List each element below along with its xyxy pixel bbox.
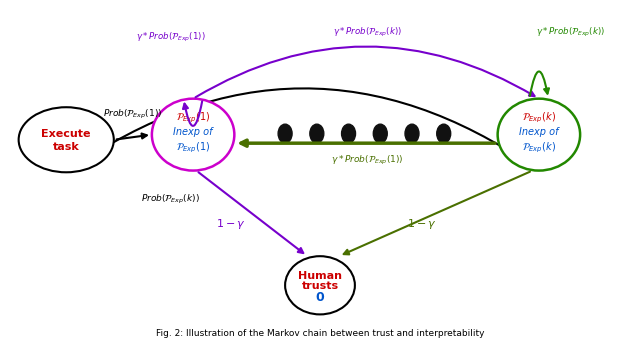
- Ellipse shape: [285, 256, 355, 314]
- Ellipse shape: [152, 99, 234, 171]
- Text: Inexp of: Inexp of: [519, 127, 559, 137]
- Ellipse shape: [278, 124, 292, 143]
- Text: Execute: Execute: [42, 129, 91, 139]
- Text: $\mathcal{P}_{Exp}(k)$: $\mathcal{P}_{Exp}(k)$: [522, 111, 556, 125]
- Text: $\mathcal{P}_{Exp}(k)$: $\mathcal{P}_{Exp}(k)$: [522, 141, 556, 155]
- Text: $\gamma * Prob(\mathcal{P}_{Exp}(k))$: $\gamma * Prob(\mathcal{P}_{Exp}(k))$: [333, 26, 402, 39]
- Ellipse shape: [436, 124, 451, 143]
- Text: Fig. 2: Illustration of the Markov chain between trust and interpretability: Fig. 2: Illustration of the Markov chain…: [156, 329, 484, 338]
- Text: 0: 0: [316, 292, 324, 304]
- Ellipse shape: [498, 99, 580, 171]
- Text: $Prob(\mathcal{P}_{Exp}(k))$: $Prob(\mathcal{P}_{Exp}(k))$: [141, 193, 200, 206]
- Text: Human: Human: [298, 271, 342, 281]
- Text: trusts: trusts: [301, 281, 339, 291]
- Ellipse shape: [310, 124, 324, 143]
- Text: $1 - \gamma$: $1 - \gamma$: [216, 217, 246, 231]
- Text: $\gamma * Prob(\mathcal{P}_{Exp}(k))$: $\gamma * Prob(\mathcal{P}_{Exp}(k))$: [536, 26, 605, 39]
- Text: Inexp of: Inexp of: [173, 127, 213, 137]
- Ellipse shape: [405, 124, 419, 143]
- Text: $\gamma * Prob(\mathcal{P}_{Exp}(1))$: $\gamma * Prob(\mathcal{P}_{Exp}(1))$: [332, 154, 404, 167]
- Ellipse shape: [342, 124, 356, 143]
- Text: $\mathcal{P}_{Exp}(1)$: $\mathcal{P}_{Exp}(1)$: [176, 111, 211, 125]
- Text: $Prob(\mathcal{P}_{Exp}(1))$: $Prob(\mathcal{P}_{Exp}(1))$: [103, 108, 163, 121]
- Text: $\mathcal{P}_{Exp}(1)$: $\mathcal{P}_{Exp}(1)$: [176, 141, 211, 155]
- Text: $\gamma * Prob(\mathcal{P}_{Exp}(1))$: $\gamma * Prob(\mathcal{P}_{Exp}(1))$: [136, 31, 206, 44]
- Text: $1 - \gamma$: $1 - \gamma$: [406, 217, 436, 231]
- Ellipse shape: [19, 107, 114, 172]
- Ellipse shape: [373, 124, 387, 143]
- Text: task: task: [53, 142, 79, 152]
